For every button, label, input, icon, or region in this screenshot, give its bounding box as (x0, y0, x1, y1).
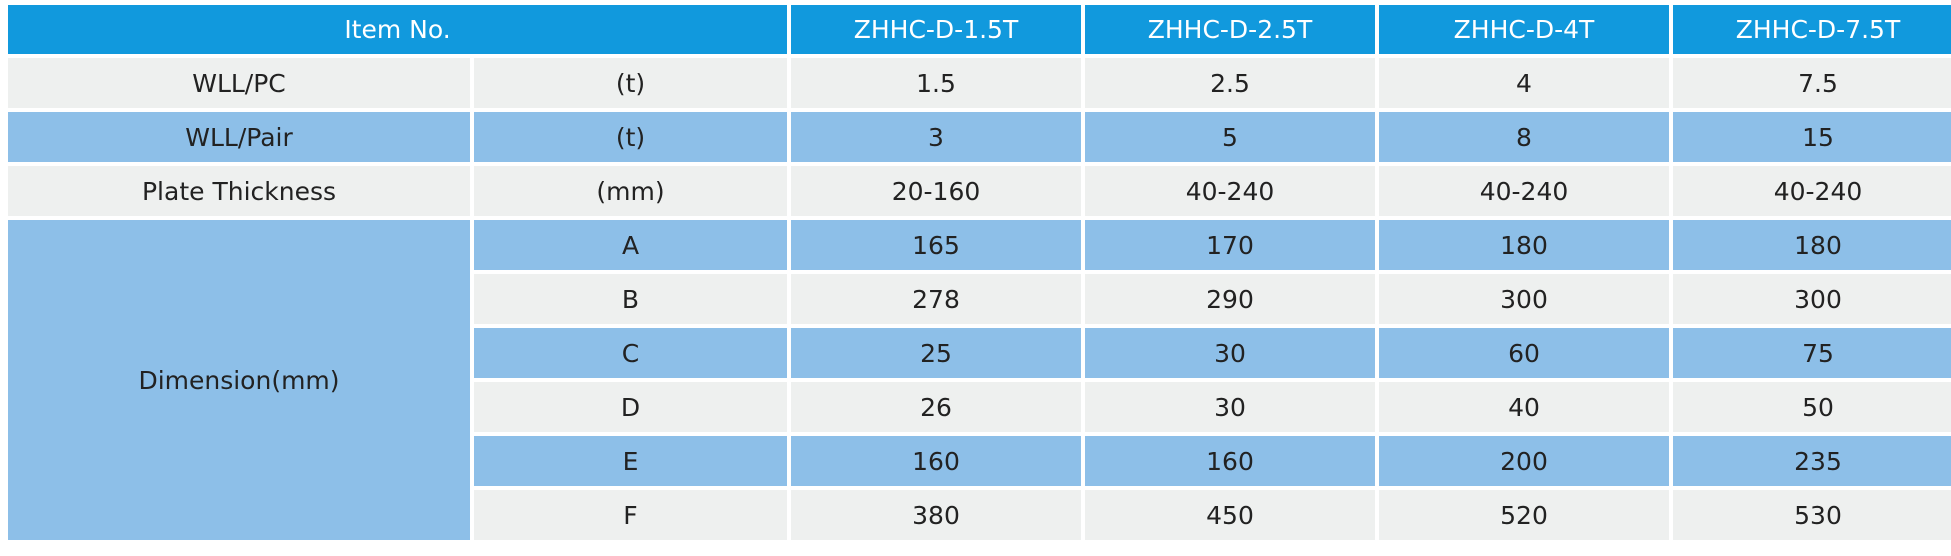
dimension-label: Dimension(mm) (8, 220, 470, 540)
table-cell: 2.5 (1085, 58, 1375, 108)
table-cell: 20-160 (791, 166, 1081, 216)
table-cell: 278 (791, 274, 1081, 324)
table-cell: 235 (1673, 436, 1951, 486)
model-header: ZHHC-D-1.5T (791, 5, 1081, 54)
table-cell: 180 (1379, 220, 1669, 270)
row-label: WLL/Pair (8, 112, 470, 162)
table-row-plate-thickness: Plate Thickness (mm) 20-160 40-240 40-24… (8, 166, 1951, 216)
row-unit: (mm) (474, 166, 787, 216)
row-label: Plate Thickness (8, 166, 470, 216)
table-cell: 300 (1673, 274, 1951, 324)
dimension-key: B (474, 274, 787, 324)
table-cell: 40-240 (1379, 166, 1669, 216)
dimension-key: D (474, 382, 787, 432)
table-cell: 75 (1673, 328, 1951, 378)
table-cell: 7.5 (1673, 58, 1951, 108)
table-cell: 530 (1673, 490, 1951, 540)
row-unit: (t) (474, 112, 787, 162)
table-cell: 25 (791, 328, 1081, 378)
dimension-key: E (474, 436, 787, 486)
table-row-dim-c: C 25 30 60 75 (8, 328, 1951, 378)
model-header: ZHHC-D-2.5T (1085, 5, 1375, 54)
table-cell: 26 (791, 382, 1081, 432)
table-cell: 165 (791, 220, 1081, 270)
table-row-dim-f: F 380 450 520 530 (8, 490, 1951, 540)
spec-table: Item No. ZHHC-D-1.5T ZHHC-D-2.5T ZHHC-D-… (4, 1, 1951, 544)
dimension-key: C (474, 328, 787, 378)
table-cell: 5 (1085, 112, 1375, 162)
header-row: Item No. ZHHC-D-1.5T ZHHC-D-2.5T ZHHC-D-… (8, 5, 1951, 54)
item-no-header: Item No. (8, 5, 787, 54)
table-row-wll-pair: WLL/Pair (t) 3 5 8 15 (8, 112, 1951, 162)
row-unit: (t) (474, 58, 787, 108)
table-row-dim-b: B 278 290 300 300 (8, 274, 1951, 324)
table-row-dim-a: Dimension(mm) A 165 170 180 180 (8, 220, 1951, 540)
table-cell: 180 (1673, 220, 1951, 270)
table-cell: 60 (1379, 328, 1669, 378)
table-cell: 200 (1379, 436, 1669, 486)
table-cell: 380 (791, 490, 1081, 540)
table-cell: 15 (1673, 112, 1951, 162)
table-cell: 40-240 (1673, 166, 1951, 216)
table-cell: 30 (1085, 382, 1375, 432)
table-cell: 50 (1673, 382, 1951, 432)
table-cell: 8 (1379, 112, 1669, 162)
table-cell: 450 (1085, 490, 1375, 540)
dimension-key: A (474, 220, 787, 270)
model-header: ZHHC-D-4T (1379, 5, 1669, 54)
table-cell: 3 (791, 112, 1081, 162)
table-cell: 30 (1085, 328, 1375, 378)
table-cell: 1.5 (791, 58, 1081, 108)
table-cell: 40-240 (1085, 166, 1375, 216)
row-label: WLL/PC (8, 58, 470, 108)
table-cell: 40 (1379, 382, 1669, 432)
model-header: ZHHC-D-7.5T (1673, 5, 1951, 54)
table-cell: 170 (1085, 220, 1375, 270)
table-cell: 4 (1379, 58, 1669, 108)
table-cell: 160 (1085, 436, 1375, 486)
table-row-dim-d: D 26 30 40 50 (8, 382, 1951, 432)
table-cell: 290 (1085, 274, 1375, 324)
table-cell: 520 (1379, 490, 1669, 540)
table-row-dim-e: E 160 160 200 235 (8, 436, 1951, 486)
table-cell: 160 (791, 436, 1081, 486)
table-cell: 300 (1379, 274, 1669, 324)
dimension-key: F (474, 490, 787, 540)
table-row-wll-pc: WLL/PC (t) 1.5 2.5 4 7.5 (8, 58, 1951, 108)
